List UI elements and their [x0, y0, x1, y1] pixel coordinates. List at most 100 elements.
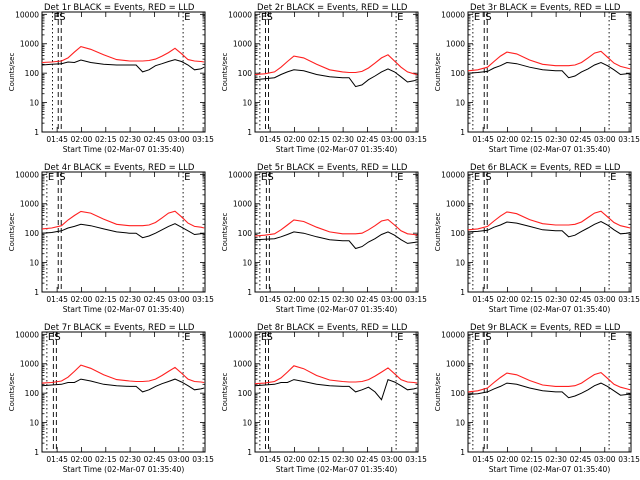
x-tick-label: 03:15	[192, 295, 214, 304]
y-tick-label: 1000	[233, 200, 252, 209]
x-tick-label: 02:15	[308, 455, 330, 464]
lld-series-line	[467, 371, 631, 393]
lld-series-line	[254, 365, 418, 385]
lld-series-line	[254, 54, 418, 76]
y-tick-label: 10	[29, 99, 39, 108]
x-tick-label: 03:00	[594, 135, 616, 144]
y-tick-label: 100	[25, 229, 40, 238]
y-tick-label: 1	[460, 288, 465, 297]
y-axis-label: Counts/sec	[221, 213, 229, 252]
panel-title: Det 4r BLACK = Events, RED = LLD	[44, 163, 195, 173]
x-tick-label: 02:00	[497, 295, 519, 304]
y-tick-label: 1	[34, 448, 39, 457]
y-tick-label: 1	[34, 288, 39, 297]
x-tick-label: 01:45	[46, 295, 68, 304]
x-tick-label: 03:15	[405, 135, 427, 144]
detector-panel-9: 1 10 100 1000 10000 01:45 02:00 02:15 02:30 02:45…	[434, 323, 640, 474]
y-tick-label: 1	[247, 128, 252, 137]
y-tick-label: 1000	[446, 40, 465, 49]
x-tick-label: 03:15	[618, 455, 640, 464]
x-tick-label: 02:45	[357, 295, 379, 304]
x-tick-label: 03:00	[594, 295, 616, 304]
panel-title: Det 3r BLACK = Events, RED = LLD	[470, 3, 621, 13]
y-tick-label: 10	[455, 99, 465, 108]
y-tick-label: 1000	[446, 360, 465, 369]
y-tick-label: 1	[34, 128, 39, 137]
y-tick-label: 100	[25, 69, 40, 78]
x-tick-label: 01:45	[259, 455, 281, 464]
events-series-line	[254, 231, 418, 250]
y-axis-label: Counts/sec	[434, 213, 442, 252]
x-tick-label: 02:00	[497, 455, 519, 464]
lld-series-line	[41, 45, 205, 64]
event-marker-label: E	[397, 332, 403, 343]
plot-frame	[41, 331, 206, 453]
event-marker-label: S	[267, 172, 273, 183]
x-tick-label: 03:15	[618, 135, 640, 144]
y-tick-label: 10000	[228, 170, 252, 179]
x-tick-label: 03:00	[594, 455, 616, 464]
panel-title: Det 6r BLACK = Events, RED = LLD	[470, 163, 621, 173]
event-marker-label: E	[610, 332, 616, 343]
y-tick-label: 100	[451, 229, 466, 238]
x-tick-label: 02:15	[95, 295, 117, 304]
x-axis-label: Start Time (02-Mar-07 01:35:40)	[489, 465, 611, 474]
event-marker-label: E	[610, 12, 616, 23]
plot-frame	[467, 331, 632, 453]
y-tick-label: 10000	[228, 330, 252, 339]
event-marker-label: E	[48, 172, 54, 183]
x-tick-label: 02:15	[521, 135, 543, 144]
y-axis-label: Counts/sec	[221, 53, 229, 92]
event-marker-label: E	[54, 12, 60, 23]
plot-frame	[467, 11, 632, 133]
y-tick-label: 100	[451, 69, 466, 78]
event-marker-label: S	[267, 12, 273, 23]
lld-series-line	[467, 50, 631, 72]
events-series-line	[467, 61, 631, 79]
event-marker-label: E	[474, 172, 480, 183]
x-tick-label: 02:30	[332, 295, 354, 304]
x-tick-label: 03:00	[168, 135, 190, 144]
event-marker-label: S	[485, 332, 491, 343]
event-marker-label: E	[474, 332, 480, 343]
x-tick-label: 02:45	[570, 295, 592, 304]
event-marker-label: E	[474, 12, 480, 23]
events-series-line	[41, 223, 205, 239]
y-tick-label: 100	[25, 389, 40, 398]
plot-frame	[41, 11, 206, 133]
y-tick-label: 1	[247, 288, 252, 297]
panel-title: Det 7r BLACK = Events, RED = LLD	[44, 323, 195, 333]
x-tick-label: 03:00	[168, 455, 190, 464]
x-tick-label: 02:45	[144, 455, 166, 464]
panel-title: Det 2r BLACK = Events, RED = LLD	[257, 3, 408, 13]
x-tick-label: 02:15	[308, 135, 330, 144]
x-tick-label: 02:45	[144, 295, 166, 304]
y-tick-label: 10000	[441, 10, 465, 19]
y-tick-label: 10	[29, 419, 39, 428]
y-tick-label: 10000	[15, 10, 39, 19]
x-tick-label: 02:15	[521, 455, 543, 464]
event-marker-label: E	[397, 12, 403, 23]
detector-panel-3: 1 10 100 1000 10000 01:45 02:00 02:15 02:30 02:45…	[434, 3, 640, 154]
x-tick-label: 02:00	[71, 135, 93, 144]
event-marker-label: S	[485, 172, 491, 183]
x-tick-label: 02:30	[545, 135, 567, 144]
detector-panel-5: 1 10 100 1000 10000 01:45 02:00 02:15 02:30 02:45…	[221, 163, 427, 314]
y-tick-label: 1000	[20, 360, 39, 369]
events-series-line	[254, 378, 418, 401]
x-tick-label: 02:45	[357, 135, 379, 144]
x-tick-label: 02:00	[284, 135, 306, 144]
event-marker-label: E	[48, 332, 54, 343]
x-tick-label: 01:45	[259, 135, 281, 144]
events-series-line	[467, 220, 631, 238]
x-tick-label: 02:30	[119, 455, 141, 464]
event-marker-label: E	[261, 332, 267, 343]
detector-panel-8: 1 10 100 1000 10000 01:45 02:00 02:15 02:30 02:45…	[221, 323, 427, 474]
event-marker-label: S	[485, 12, 491, 23]
x-tick-label: 01:45	[472, 295, 494, 304]
x-tick-label: 02:30	[545, 295, 567, 304]
y-tick-label: 10	[242, 259, 252, 268]
y-tick-label: 1000	[233, 40, 252, 49]
detector-panel-6: 1 10 100 1000 10000 01:45 02:00 02:15 02:30 02:45…	[434, 163, 640, 314]
x-tick-label: 01:45	[472, 455, 494, 464]
